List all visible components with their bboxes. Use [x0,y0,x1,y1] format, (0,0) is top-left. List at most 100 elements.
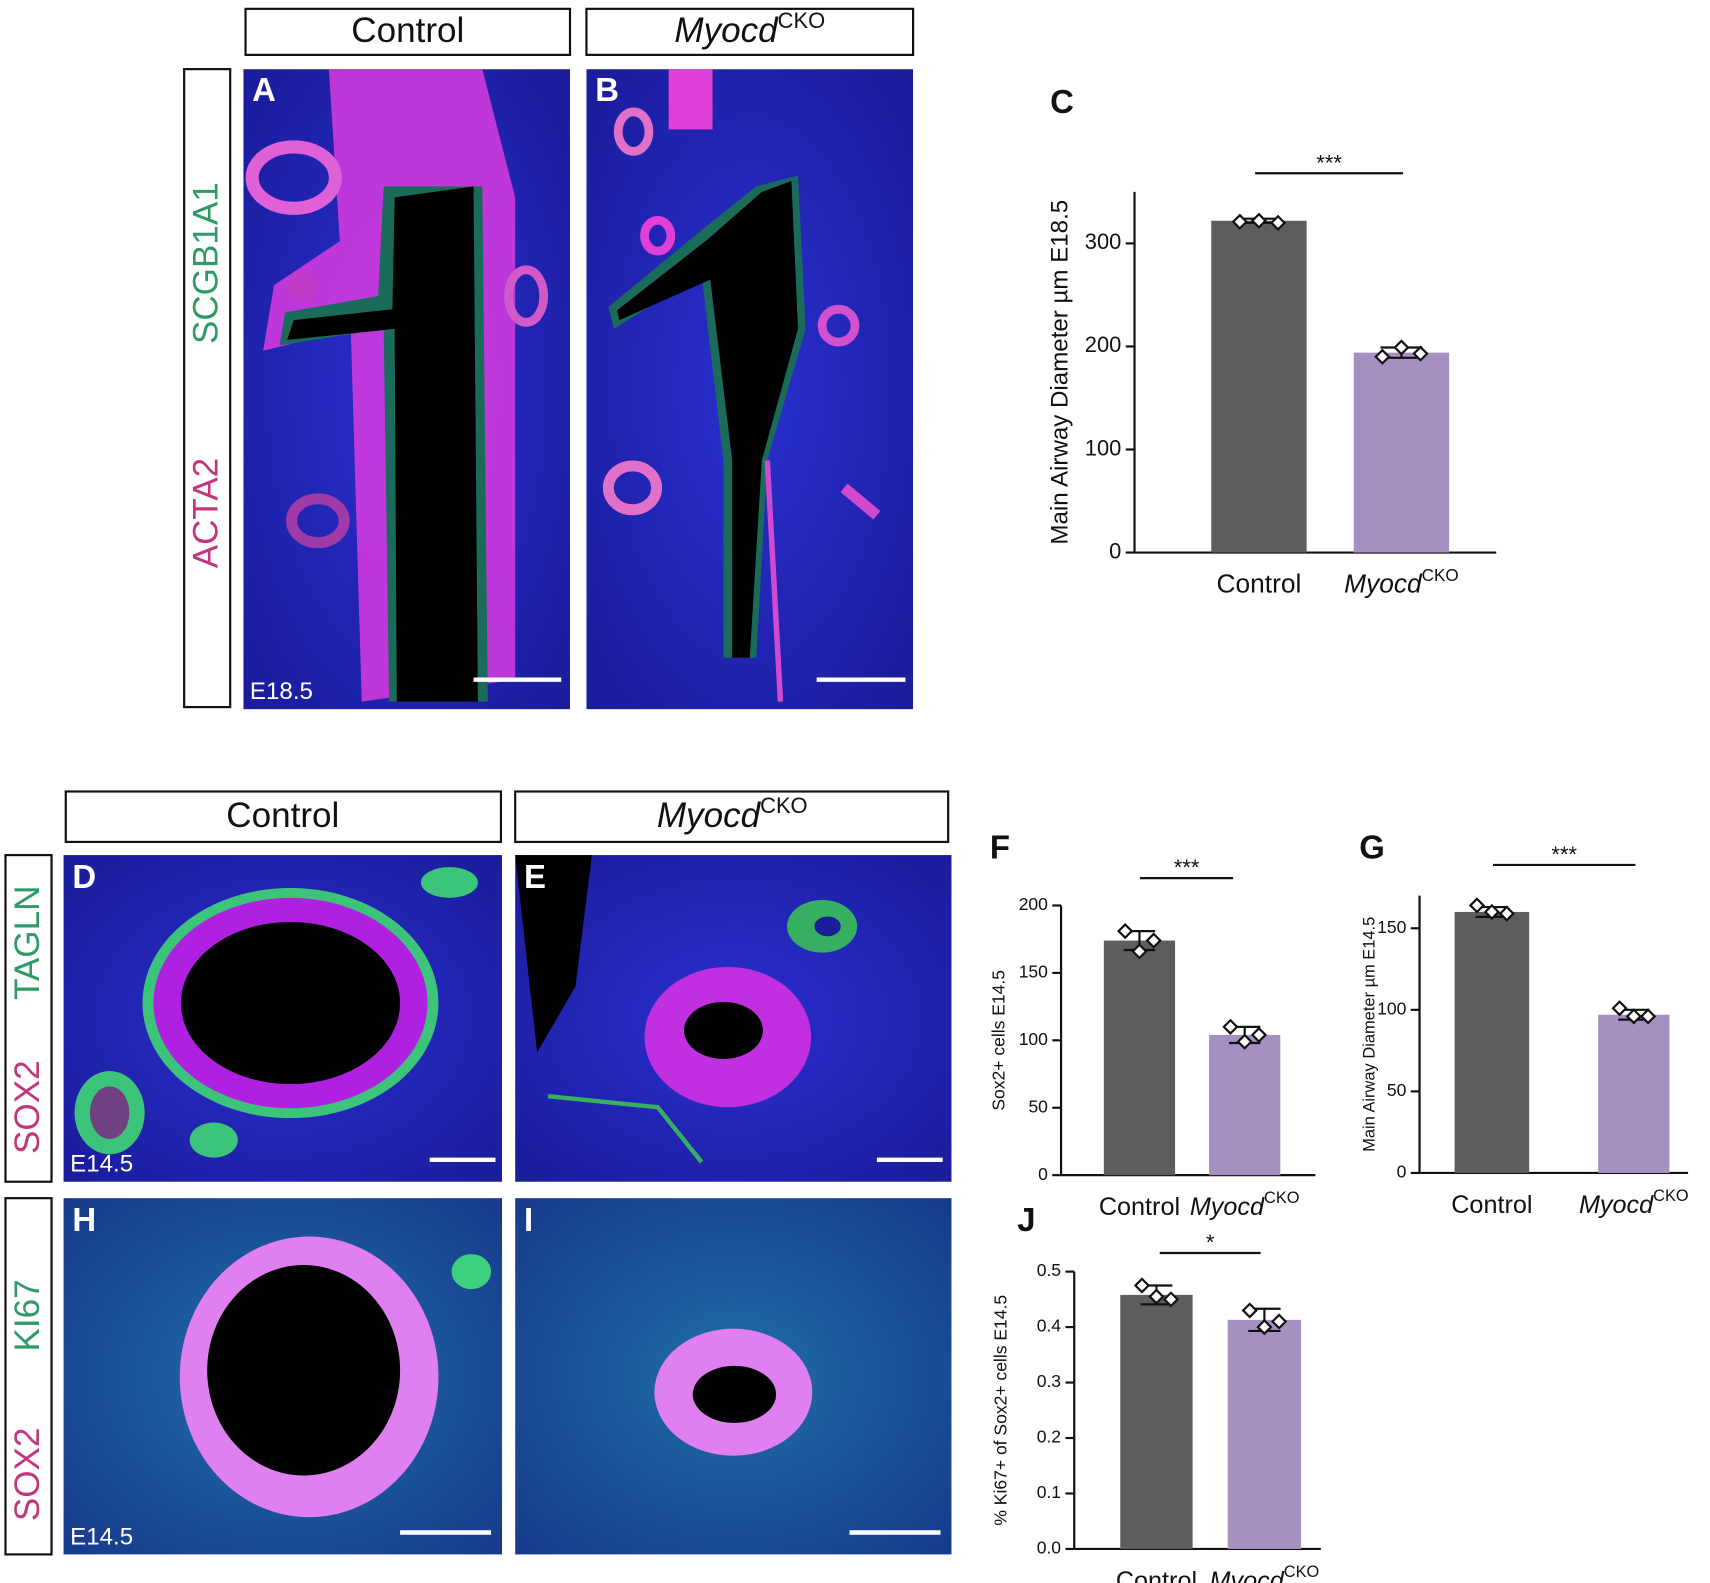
x-tick-label: Control [1099,1193,1180,1221]
micrograph [515,855,952,1182]
stain-box [183,68,232,709]
y-tick-label: 0.2 [1037,1427,1061,1447]
y-tick-label: 0 [1397,1162,1407,1182]
data-point [1241,1302,1258,1319]
header: MyocdCKO [674,8,825,50]
x-tick-label: MyocdCKO [1344,566,1458,599]
gene: Myocd [657,796,762,835]
data-point [1625,1008,1642,1025]
panel-letter: D [72,858,96,895]
stain-box [4,853,53,1183]
panel-letter: F [990,828,1010,865]
micrograph [586,69,914,710]
superscript: CKO [778,8,825,33]
category-superscript: CKO [1653,1187,1689,1205]
y-tick-label: 150 [1019,962,1048,982]
header-box [585,7,915,56]
panel-letter: B [595,71,619,108]
panel-letter: C [1050,83,1074,120]
data-point [1250,212,1268,229]
panel-letter: G [1359,828,1385,865]
data-point [1236,1033,1253,1050]
stain-label: TAGLN [8,886,47,1000]
significance: *** [1551,842,1577,867]
y-axis-label: % Ki67+ of Sox2+ cells E14.5 [991,1295,1011,1526]
category-name: Control [1217,568,1302,598]
data-point [1231,213,1248,230]
significance: *** [1174,855,1200,880]
category-name: Myocd [1579,1191,1654,1219]
data-point [1393,339,1410,356]
y-tick-label: 0 [1109,538,1121,563]
y-tick-label: 150 [1377,917,1406,937]
stage-label: E18.5 [250,678,313,705]
data-point [1250,1026,1268,1044]
data-point [1374,348,1391,365]
category-superscript: CKO [1422,566,1459,585]
y-axis-label: Main Airway Diameter µm E14.5 [1361,917,1379,1152]
y-axis-label: Main Airway Diameter µm E18.5 [1046,200,1073,545]
y-tick-label: 0.0 [1037,1538,1062,1558]
category-name: Myocd [1344,568,1423,598]
stain-label: ACTA2 [187,458,226,568]
data-point [1256,1318,1273,1336]
bar [1454,911,1530,1173]
data-point [1162,1291,1180,1308]
y-tick-label: 0 [1038,1164,1048,1184]
bar [1353,352,1450,553]
bar [1209,1034,1281,1176]
header: Control [226,796,339,835]
data-point [1131,943,1148,960]
data-point [1468,897,1486,914]
stain-label: SOX2 [8,1060,47,1154]
data-point [1412,345,1429,362]
y-tick-label: 0.5 [1037,1260,1061,1280]
data-point [1148,1288,1165,1305]
stain-label: KI67 [8,1279,47,1351]
data-point [1222,1018,1239,1035]
panel-letter: H [72,1201,96,1238]
bar [1598,1014,1670,1173]
y-tick-label: 50 [1387,1080,1407,1100]
data-point [1270,1313,1288,1330]
data-point [1133,1277,1151,1294]
panel-letter: E [524,858,546,895]
y-tick-label: 300 [1085,229,1122,254]
superscript: CKO [760,793,807,818]
bar [1211,220,1307,553]
category-name: Control [1116,1566,1197,1583]
stain-label: SOX2 [8,1428,47,1522]
y-tick-label: 200 [1085,332,1122,357]
bar [1103,940,1176,1176]
header: Control [351,11,464,50]
y-tick-label: 100 [1085,435,1122,460]
y-tick-label: 0.1 [1037,1482,1061,1502]
stage-label: E14.5 [70,1151,133,1178]
y-axis-label: Sox2+ cells E14.5 [988,970,1008,1111]
data-point [1483,903,1500,921]
micrograph [63,855,503,1182]
header-box [64,790,503,844]
category-name: Control [1451,1191,1532,1219]
x-tick-label: Control [1217,568,1302,598]
stain-box [4,1197,53,1556]
y-tick-label: 50 [1028,1096,1048,1116]
stain-label: SCGB1A1 [187,182,226,344]
micrograph [63,1198,503,1555]
micrograph [243,69,570,710]
panel-letter: I [524,1201,533,1238]
significance: * [1206,1230,1215,1255]
data-point [1145,932,1162,949]
significance: *** [1316,150,1342,175]
category-name: Control [1099,1193,1180,1221]
data-point [1117,922,1134,940]
gene: Myocd [674,11,779,50]
micrograph [515,1198,952,1555]
x-tick-label: Control [1116,1566,1197,1583]
y-tick-label: 100 [1377,998,1406,1018]
header-box [244,7,572,56]
x-tick-label: MyocdCKO [1210,1563,1320,1583]
y-tick-label: 100 [1019,1029,1048,1049]
bar [1227,1319,1302,1549]
